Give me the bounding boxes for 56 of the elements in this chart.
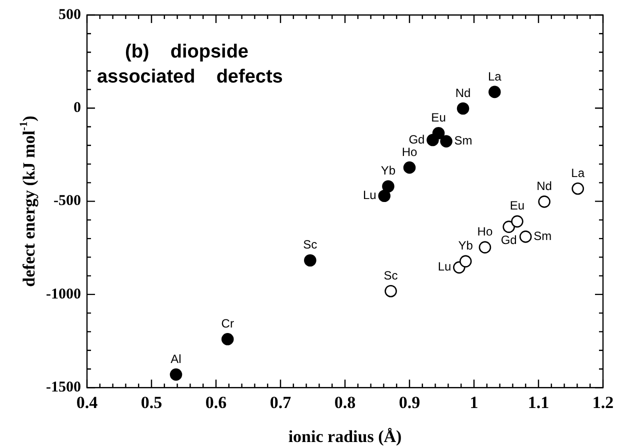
- point: [459, 255, 472, 268]
- annotation: Gd: [408, 132, 425, 146]
- annotation: La: [571, 166, 585, 180]
- annotation: Lu: [362, 188, 376, 202]
- point: [519, 230, 532, 243]
- annotation: associated defects: [96, 66, 283, 88]
- point: [221, 333, 234, 346]
- point: [170, 368, 182, 381]
- x-tick-label: 0.5: [140, 393, 162, 412]
- point: [572, 182, 584, 195]
- annotation: Nd: [455, 86, 471, 100]
- y-tick-label: -1500: [46, 379, 81, 396]
- annotation: Al: [170, 352, 182, 366]
- annotation: Sm: [454, 134, 472, 148]
- point: [304, 254, 316, 267]
- point: [502, 220, 515, 233]
- annotation: Sc: [303, 238, 318, 252]
- point: [538, 196, 550, 208]
- x-tick-label: 1.1: [528, 393, 550, 412]
- point: [403, 161, 416, 174]
- annotation: Cr: [221, 316, 234, 330]
- x-tick-label: 0.6: [205, 393, 227, 412]
- annotation: Eu: [510, 198, 525, 213]
- x-tick-label: 0.4: [76, 393, 98, 412]
- x-axis-title: ionic radius (Å): [288, 426, 402, 446]
- point: [456, 102, 470, 115]
- point: [384, 284, 397, 298]
- annotation: La: [488, 69, 502, 84]
- y-tick-label: 0: [73, 100, 81, 116]
- point: [378, 190, 390, 202]
- annotation: Gd: [500, 233, 517, 248]
- annotation: Ho: [477, 224, 493, 239]
- annotation: Sm: [534, 229, 552, 244]
- x-tick-label: 0.8: [334, 393, 356, 412]
- annotation: Yb: [458, 238, 474, 253]
- x-tick-label: 1.2: [592, 393, 614, 412]
- y-tick-label: 500: [58, 6, 81, 23]
- annotation: Sc: [384, 268, 398, 282]
- x-tick-label: 1: [470, 393, 478, 412]
- point: [511, 215, 524, 228]
- y-axis-title: defect energy (kJ mol-1): [18, 116, 38, 287]
- annotation: Lu: [438, 260, 452, 274]
- y-tick-label: -1000: [46, 286, 81, 302]
- x-tick-label: 0.9: [398, 393, 420, 412]
- point: [488, 86, 501, 98]
- annotation: (b) diopside: [124, 42, 248, 63]
- annotation: Eu: [431, 110, 446, 124]
- annotation: Ho: [402, 144, 418, 159]
- point: [432, 126, 445, 140]
- point: [382, 180, 394, 193]
- annotation: Nd: [536, 178, 552, 193]
- y-tick-label: -500: [53, 193, 81, 210]
- point: [478, 241, 492, 254]
- annotation: Yb: [380, 164, 396, 178]
- point: [440, 135, 452, 148]
- x-tick-label: 0.7: [270, 393, 292, 412]
